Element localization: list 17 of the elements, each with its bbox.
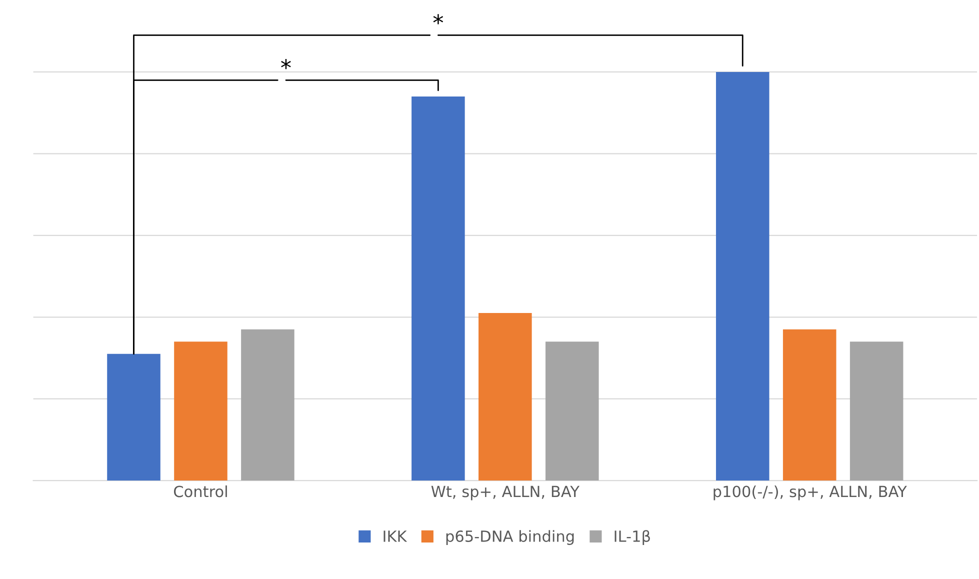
bar [782, 329, 836, 481]
x-tick-label: Control [174, 485, 227, 498]
legend-label: p65-DNA binding [446, 530, 574, 545]
bar [412, 96, 465, 481]
legend-label: IL-1β [614, 530, 650, 545]
bar [174, 342, 228, 481]
bar [716, 72, 770, 481]
text: * [281, 59, 291, 70]
x-tick-label: p100(-/-), sp+, ALLN, BAY [714, 485, 907, 500]
bar [478, 313, 532, 481]
x-tick-label: Wt, sp+, ALLN, BAY [431, 486, 580, 500]
bar [241, 329, 294, 481]
text: * [433, 14, 444, 24]
legend-label: IKK [384, 530, 408, 542]
bar [107, 354, 160, 481]
bar [850, 342, 904, 481]
bar [546, 342, 599, 481]
